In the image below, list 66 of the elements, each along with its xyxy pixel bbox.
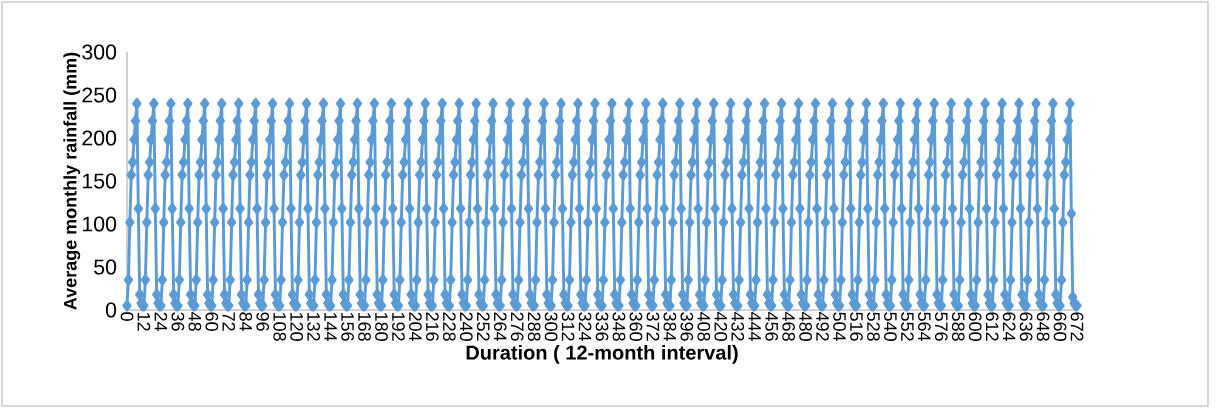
x-tick-label: 204 xyxy=(409,312,422,342)
x-tick-label: 672 xyxy=(1070,312,1084,341)
x-tick-label: 12 xyxy=(137,312,151,331)
x-tick-label: 108 xyxy=(273,312,287,341)
x-tick-label: 432 xyxy=(731,312,745,341)
y-tick-label: 50 xyxy=(94,259,117,275)
x-tick-label: 540 xyxy=(884,312,897,341)
x-tick-label: 180 xyxy=(375,312,388,341)
x-tick-label: 408 xyxy=(697,312,711,341)
x-tick-label: 660 xyxy=(1053,312,1067,341)
x-tick-label: 420 xyxy=(714,312,728,341)
x-tick-label: 120 xyxy=(290,312,304,341)
x-tick-label: 36 xyxy=(171,312,185,331)
x-tick-label: 348 xyxy=(612,312,626,341)
x-axis-title: Duration ( 12-month interval) xyxy=(466,345,738,364)
x-tick-label: 576 xyxy=(934,312,948,341)
x-tick-label: 144 xyxy=(324,312,337,342)
x-tick-label: 324 xyxy=(578,312,592,342)
x-tick-label: 492 xyxy=(816,312,829,341)
y-tick-label: 250 xyxy=(82,87,117,103)
x-tick-label: 468 xyxy=(782,312,795,341)
x-tick-label: 252 xyxy=(476,312,490,341)
x-tick-label: 132 xyxy=(307,312,320,341)
x-tick-label: 396 xyxy=(680,312,694,341)
x-tick-label: 216 xyxy=(426,312,439,341)
x-tick-label: 228 xyxy=(442,312,456,341)
x-tick-label: 276 xyxy=(510,312,524,341)
x-tick-label: 336 xyxy=(595,312,609,341)
x-tick-label: 288 xyxy=(527,312,541,341)
x-tick-label: 600 xyxy=(968,312,982,341)
y-axis-title: Average monthly rainfall (mm) xyxy=(63,52,81,310)
x-tick-label: 264 xyxy=(493,312,507,342)
x-tick-label: 480 xyxy=(799,312,812,341)
x-tick-label: 564 xyxy=(917,312,931,342)
x-tick-label: 504 xyxy=(833,312,846,342)
x-tick-label: 300 xyxy=(544,312,558,341)
x-tick-label: 648 xyxy=(1036,312,1050,341)
x-tick-label: 360 xyxy=(629,312,643,341)
x-tick-label: 24 xyxy=(154,312,168,332)
x-tick-label: 84 xyxy=(239,312,253,332)
y-tick-label: 150 xyxy=(83,173,117,189)
x-tick-label: 552 xyxy=(901,312,914,341)
x-tick-label: 72 xyxy=(222,312,236,331)
y-tick-label: 200 xyxy=(82,130,117,146)
x-tick-label: 384 xyxy=(663,312,677,342)
y-tick-label: 300 xyxy=(82,44,117,60)
x-tick-label: 612 xyxy=(985,312,999,341)
x-tick-label: 240 xyxy=(459,312,473,341)
x-tick-label: 312 xyxy=(561,312,575,341)
x-tick-label: 60 xyxy=(205,312,219,331)
x-tick-label: 156 xyxy=(341,312,354,341)
x-tick-label: 588 xyxy=(951,312,965,341)
x-tick-label: 528 xyxy=(867,312,880,341)
x-tick-label: 0 xyxy=(120,312,134,321)
x-tick-label: 456 xyxy=(765,312,779,341)
x-tick-label: 48 xyxy=(188,312,202,331)
x-tick-label: 192 xyxy=(392,312,405,341)
x-tick-label: 96 xyxy=(256,312,270,331)
x-tick-label: 636 xyxy=(1019,312,1033,341)
x-tick-label: 516 xyxy=(850,312,863,341)
x-tick-label: 168 xyxy=(358,312,371,341)
x-tick-label: 372 xyxy=(646,312,660,341)
y-tick-label: 0 xyxy=(105,302,117,318)
y-tick-label: 100 xyxy=(83,216,117,232)
x-tick-label: 624 xyxy=(1002,312,1016,342)
x-tick-label: 444 xyxy=(748,312,761,342)
